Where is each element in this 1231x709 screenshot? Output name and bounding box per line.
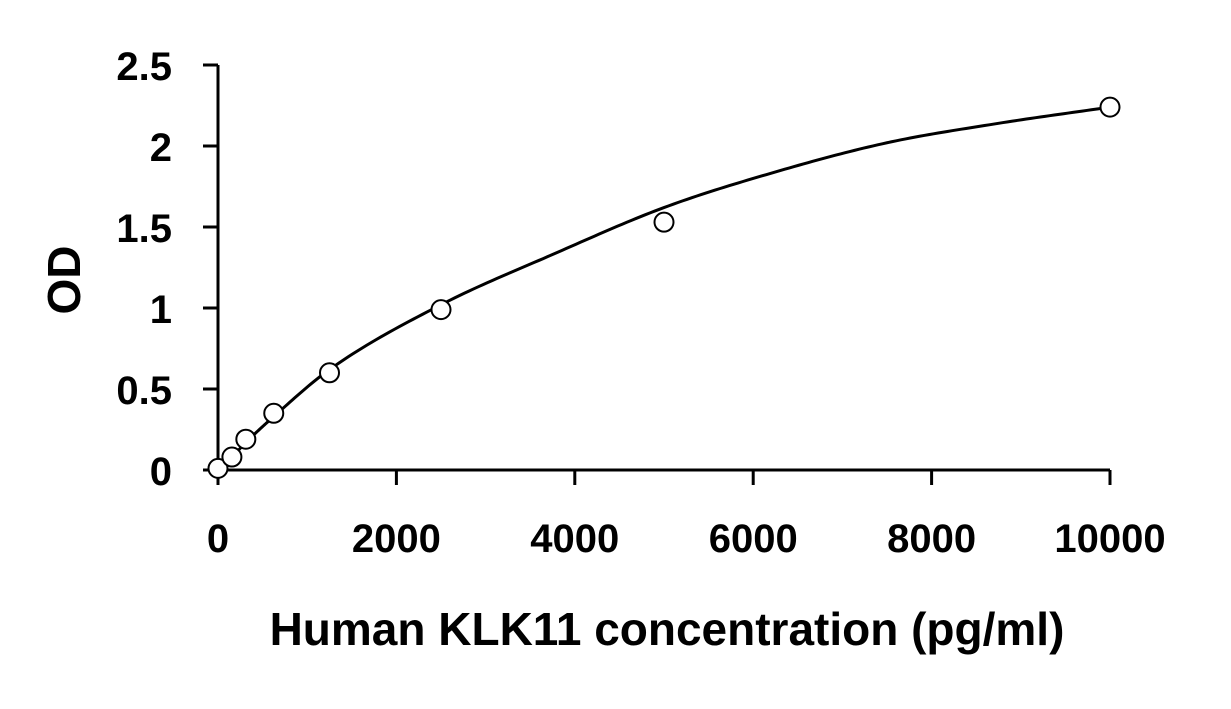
data-point (221, 446, 243, 468)
data-point (1099, 96, 1121, 118)
x-tick-label: 10000 (1054, 517, 1165, 561)
x-tick-label: 8000 (887, 517, 976, 561)
data-points (207, 96, 1121, 479)
y-tick-label: 1 (150, 288, 172, 332)
x-tick-label: 0 (207, 517, 229, 561)
y-tick-label: 2 (150, 126, 172, 170)
fit-curve-layer (216, 105, 1111, 472)
data-point (430, 299, 452, 321)
y-tick-label: 2.5 (116, 45, 172, 89)
x-tick-label: 4000 (530, 517, 619, 561)
data-point (235, 428, 257, 450)
y-tick-label: 0 (150, 450, 172, 494)
y-tick-label: 1.5 (116, 207, 172, 251)
y-axis-label: OD (38, 246, 90, 315)
x-tick-label: 2000 (352, 517, 441, 561)
y-tick-label: 0.5 (116, 369, 172, 413)
axes: 0 0.5 1 1.5 2 2.5 0 2000 4000 6000 8000 10000 (116, 45, 1165, 561)
data-point (263, 402, 285, 424)
x-axis-label: Human KLK11 concentration (pg/ml) (270, 603, 1065, 655)
data-point (207, 457, 229, 479)
data-point (319, 362, 340, 384)
data-point (653, 211, 675, 233)
fit-curve (216, 105, 1111, 472)
x-tick-label: 6000 (709, 517, 798, 561)
